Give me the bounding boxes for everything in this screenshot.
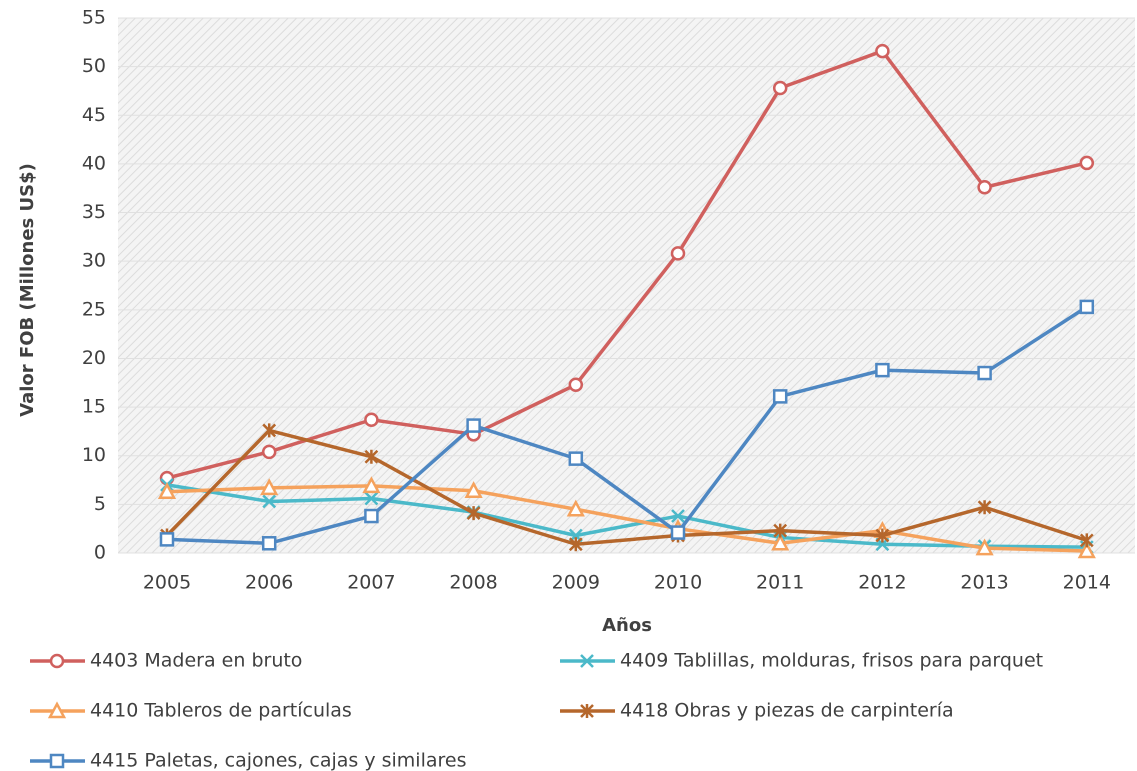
point-marker xyxy=(568,377,584,392)
point-marker xyxy=(262,494,277,509)
legend-marker xyxy=(49,753,65,769)
y-tick-label: 40 xyxy=(82,152,106,174)
point-marker xyxy=(875,362,890,378)
x-tick-label: 2005 xyxy=(143,572,191,594)
point-marker xyxy=(875,528,890,543)
point-marker xyxy=(1079,299,1095,315)
series-line xyxy=(166,483,1087,549)
point-marker xyxy=(362,476,381,494)
y-tick-label: 55 xyxy=(82,7,106,29)
point-marker xyxy=(1079,533,1094,548)
y-tick-label: 30 xyxy=(82,250,106,272)
legend-marker xyxy=(580,654,594,668)
point-marker xyxy=(1079,155,1095,171)
y-tick-label: 25 xyxy=(82,298,106,320)
point-marker xyxy=(772,80,788,96)
legend-label: 4410 Tableros de partículas xyxy=(90,700,352,722)
point-marker xyxy=(1077,541,1096,559)
series-line xyxy=(166,49,1088,480)
legend-label: 4418 Obras y piezas de carpintería xyxy=(620,700,954,722)
point-marker xyxy=(157,482,177,499)
point-marker xyxy=(670,525,686,540)
point-marker xyxy=(566,499,585,517)
x-tick-label: 2006 xyxy=(245,572,293,594)
y-tick-label: 5 xyxy=(94,493,106,515)
x-tick-label: 2007 xyxy=(347,572,395,594)
series-line xyxy=(166,484,1087,553)
point-marker xyxy=(568,537,583,552)
y-tick-label: 45 xyxy=(82,104,106,126)
point-marker xyxy=(466,418,481,433)
point-marker xyxy=(771,533,790,551)
legend-marker xyxy=(580,704,594,718)
y-tick-label: 50 xyxy=(82,55,106,77)
series-line xyxy=(166,305,1088,546)
legend-label: 4415 Paletas, cajones, cajas y similares xyxy=(90,750,466,771)
point-marker xyxy=(261,444,277,460)
point-marker xyxy=(977,365,992,381)
y-tick-label: 10 xyxy=(82,444,106,466)
point-marker xyxy=(364,491,379,506)
point-marker xyxy=(670,246,686,261)
legend-label: 4409 Tablillas, molduras, frisos para pa… xyxy=(620,650,1043,672)
series-line xyxy=(165,428,1088,546)
x-tick-label: 2011 xyxy=(756,572,804,594)
x-tick-label: 2012 xyxy=(858,572,906,594)
point-marker xyxy=(671,509,685,523)
point-marker xyxy=(364,508,379,524)
y-tick-label: 35 xyxy=(82,201,106,223)
x-tick-label: 2013 xyxy=(960,572,1008,594)
x-tick-label: 2008 xyxy=(449,572,497,594)
x-tick-label: 2010 xyxy=(654,572,702,594)
y-tick-label: 20 xyxy=(82,347,106,369)
x-tick-label: 2009 xyxy=(552,572,600,594)
legend-label: 4403 Madera en bruto xyxy=(90,650,302,672)
x-tick-label: 2014 xyxy=(1063,572,1111,594)
y-axis-title: Valor FOB (Millones US$) xyxy=(17,163,38,417)
x-axis-title: Años xyxy=(602,615,652,636)
y-tick-label: 0 xyxy=(94,542,106,564)
point-marker xyxy=(977,180,992,195)
legend-marker xyxy=(47,701,67,719)
point-marker xyxy=(975,538,994,556)
point-marker xyxy=(364,449,379,464)
point-marker xyxy=(262,423,277,438)
point-marker xyxy=(977,500,992,515)
point-marker xyxy=(772,389,788,404)
point-marker xyxy=(875,43,890,59)
point-marker xyxy=(364,412,379,427)
point-marker xyxy=(466,506,481,521)
point-marker xyxy=(568,451,584,466)
point-marker xyxy=(159,532,175,547)
point-marker xyxy=(261,536,277,551)
plot-area xyxy=(118,18,1135,553)
point-marker xyxy=(464,481,483,498)
point-marker xyxy=(773,523,788,538)
legend-marker xyxy=(49,653,65,669)
point-marker xyxy=(260,478,279,496)
y-tick-label: 15 xyxy=(82,396,106,418)
